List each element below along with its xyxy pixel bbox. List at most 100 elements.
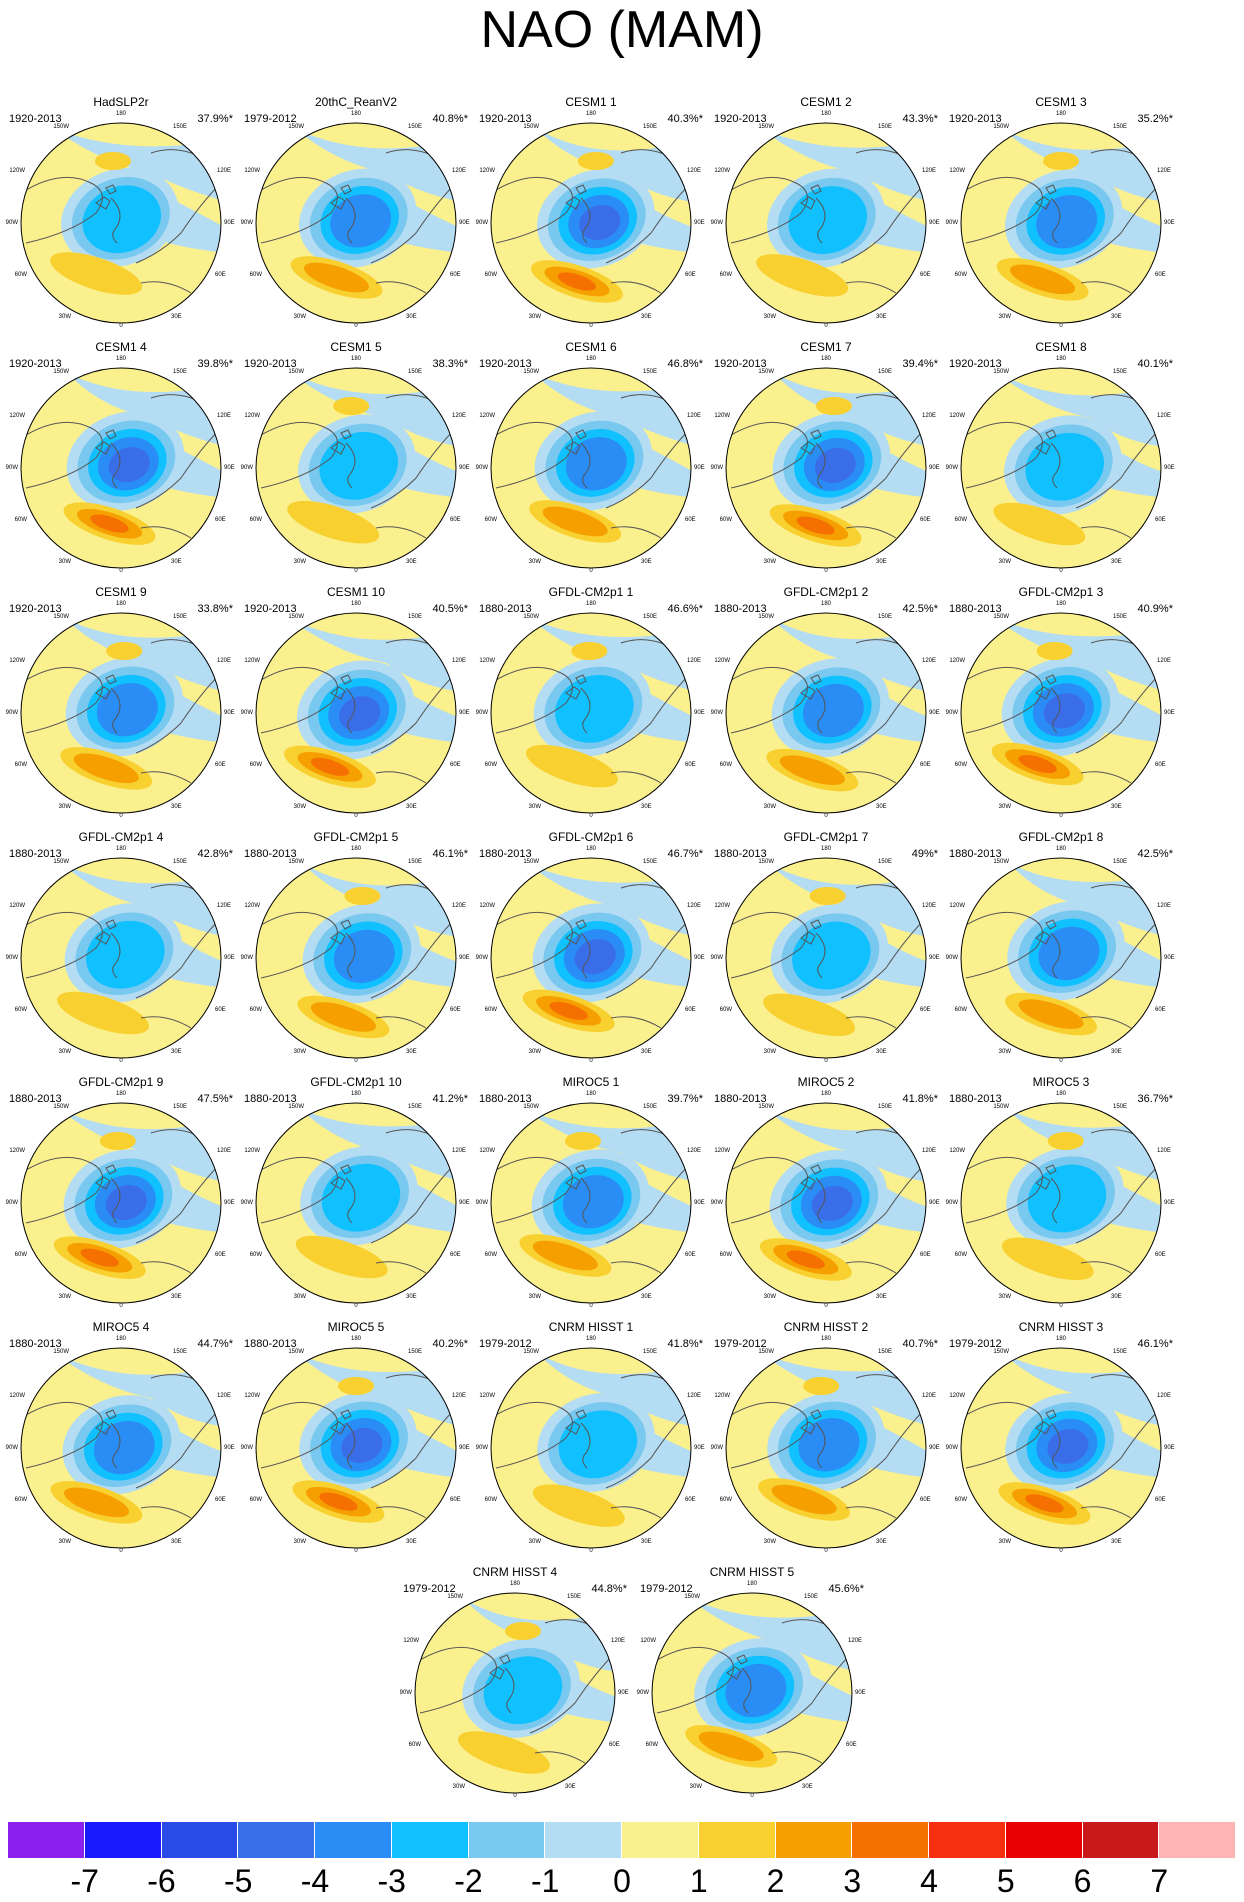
map-coordinate-label: 120E <box>452 168 467 174</box>
panel-period: 1880-2013 <box>714 603 767 615</box>
panel-period: 1880-2013 <box>244 1093 297 1105</box>
map-coordinate-label: 30E <box>876 1539 887 1545</box>
panel-title: GFDL-CM2p1 3 <box>1018 585 1104 599</box>
map-coordinate-label: 90W <box>710 955 723 961</box>
map-panel: CESM1 3 1920-2013 35.2%* 180 150W 150E 120W 120… <box>943 95 1179 335</box>
map-coordinate-label: 120W <box>714 1148 730 1154</box>
panel-period: 1920-2013 <box>479 358 532 370</box>
map-coordinate-label: 150W <box>523 1104 539 1110</box>
map-coordinate-label: 0 <box>589 1303 593 1309</box>
panel-variance: 38.3%* <box>432 358 468 370</box>
map-panel: MIROC5 1 1880-2013 39.7%* 180 150W 150E 120W 12… <box>473 1075 709 1315</box>
map-panel: 20thC_ReanV2 1979-2012 40.8%* 180 150W 150E 12… <box>238 95 474 335</box>
map-coordinate-label: 60W <box>484 762 497 768</box>
polar-map <box>490 122 692 324</box>
map-coordinate-label: 60E <box>215 517 226 523</box>
panel-period: 1920-2013 <box>9 603 62 615</box>
map-coordinate-label: 120E <box>217 168 232 174</box>
map-coordinate-label: 90E <box>224 955 235 961</box>
map-coordinate-label: 150E <box>804 1594 819 1600</box>
map-coordinate-label: 90E <box>1164 465 1175 471</box>
map-coordinate-label: 180 <box>115 111 126 117</box>
panel-variance: 45.6%* <box>828 1583 864 1595</box>
map-coordinate-label: 30E <box>171 1539 182 1545</box>
panel-variance: 42.8%* <box>197 848 233 860</box>
map-coordinate-label: 0 <box>1059 1548 1063 1554</box>
map-coordinate-label: 30W <box>528 314 541 320</box>
map-coordinate-label: 60W <box>249 272 262 278</box>
panel-period: 1880-2013 <box>714 1093 767 1105</box>
panel-period: 1920-2013 <box>714 358 767 370</box>
panel-title: CNRM HISST 1 <box>548 1320 634 1334</box>
panel-period: 1880-2013 <box>949 1093 1002 1105</box>
colorbar-cell <box>852 1822 929 1858</box>
map-coordinate-label: 30E <box>171 314 182 320</box>
map-coordinate-label: 90W <box>475 955 488 961</box>
page-title: NAO (MAM) <box>480 1 764 59</box>
map-coordinate-label: 60W <box>719 1252 732 1258</box>
map-coordinate-label: 60W <box>954 1252 967 1258</box>
panel-variance: 42.5%* <box>1137 848 1173 860</box>
map-coordinate-label: 180 <box>820 601 831 607</box>
map-coordinate-label: 90E <box>694 955 705 961</box>
map-coordinate-label: 90E <box>459 220 470 226</box>
map-coordinate-label: 60E <box>215 1007 226 1013</box>
map-coordinate-label: 90W <box>475 1200 488 1206</box>
map-coordinate-label: 180 <box>820 846 831 852</box>
map-coordinate-label: 90E <box>224 1445 235 1451</box>
panel-variance: 42.5%* <box>902 603 938 615</box>
panel-variance: 41.8%* <box>902 1093 938 1105</box>
map-panel: CNRM HISST 1 1979-2012 41.8%* 180 150W 150E 12… <box>473 1320 709 1560</box>
map-coordinate-label: 180 <box>1055 601 1066 607</box>
map-coordinate-label: 120W <box>9 903 25 909</box>
map-coordinate-label: 180 <box>115 846 126 852</box>
panel-title: CESM1 3 <box>1035 95 1087 109</box>
map-coordinate-label: 120W <box>9 658 25 664</box>
panel-variance: 41.2%* <box>432 1093 468 1105</box>
map-coordinate-label: 150W <box>288 614 304 620</box>
map-coordinate-label: 150E <box>878 614 893 620</box>
map-coordinate-label: 30W <box>998 1539 1011 1545</box>
panel-variance: 40.8%* <box>432 113 468 125</box>
map-coordinate-label: 90E <box>1164 955 1175 961</box>
map-coordinate-label: 0 <box>589 568 593 574</box>
map-coordinate-label: 60W <box>484 517 497 523</box>
map-coordinate-label: 180 <box>820 1336 831 1342</box>
map-coordinate-label: 150E <box>643 1104 658 1110</box>
map-coordinate-label: 60E <box>920 1252 931 1258</box>
panel-variance: 39.4%* <box>902 358 938 370</box>
map-coordinate-label: 150E <box>878 369 893 375</box>
map-coordinate-label: 30E <box>641 1539 652 1545</box>
map-coordinate-label: 150E <box>878 859 893 865</box>
panel-title: CNRM HISST 2 <box>783 1320 869 1334</box>
map-coordinate-label: 90W <box>945 1445 958 1451</box>
panel-title: CESM1 1 <box>565 95 617 109</box>
map-coordinate-label: 30W <box>58 559 71 565</box>
map-coordinate-label: 120W <box>949 413 965 419</box>
map-coordinate-label: 180 <box>350 356 361 362</box>
map-coordinate-label: 180 <box>1055 1091 1066 1097</box>
map-coordinate-label: 90W <box>5 1200 18 1206</box>
map-panel: CESM1 1 1920-2013 40.3%* 180 150W 150E 120W 120… <box>473 95 709 335</box>
polar-map <box>725 122 927 324</box>
polar-map <box>20 367 222 569</box>
panel-title: MIROC5 5 <box>327 1320 385 1334</box>
map-coordinate-label: 150E <box>878 124 893 130</box>
colorbar-tick-label: -3 <box>377 1863 406 1899</box>
panel-period: 1979-2012 <box>403 1583 456 1595</box>
map-coordinate-label: 180 <box>585 1091 596 1097</box>
map-panel: MIROC5 3 1880-2013 36.7%* 180 150W 150E 120W 12… <box>943 1075 1179 1315</box>
colorbar-cell <box>929 1822 1006 1858</box>
colorbar-cell <box>1005 1822 1083 1858</box>
map-coordinate-label: 60W <box>484 1252 497 1258</box>
colorbar-cell <box>775 1822 853 1858</box>
polar-map <box>960 367 1162 569</box>
map-panel: HadSLP2r 1920-2013 37.9%* 180 150W 150E 120W 12… <box>3 95 239 335</box>
polar-map <box>20 122 222 324</box>
polar-map <box>414 1592 616 1794</box>
panel-variance: 37.9%* <box>197 113 233 125</box>
map-coordinate-label: 120E <box>922 1393 937 1399</box>
map-coordinate-label: 90E <box>459 1200 470 1206</box>
map-coordinate-label: 60W <box>249 762 262 768</box>
polar-map <box>20 1102 222 1304</box>
